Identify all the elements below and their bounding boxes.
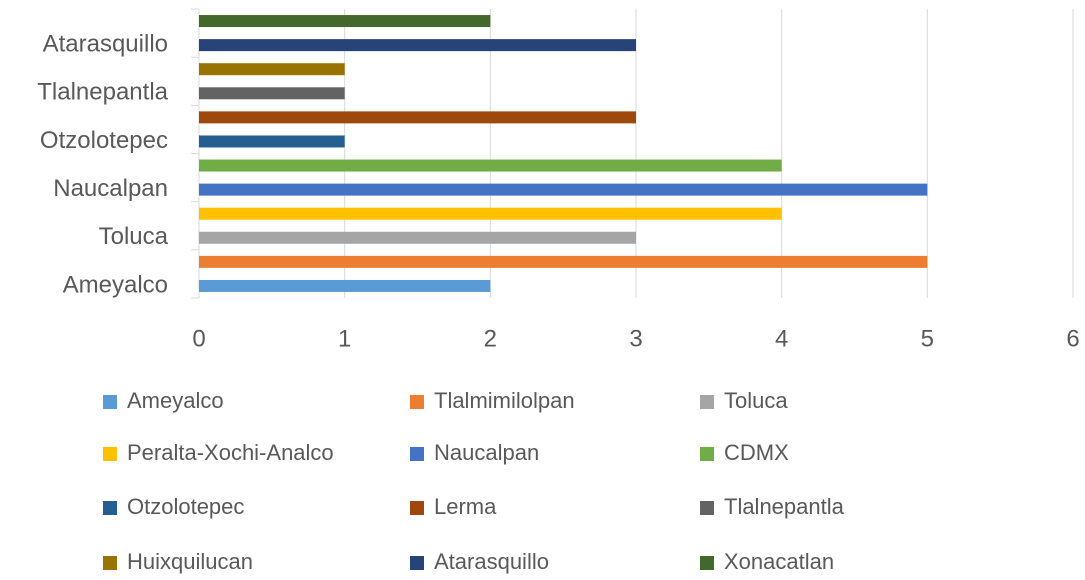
legend-label: Ameyalco [127, 388, 224, 413]
bar [199, 111, 636, 124]
bar [199, 87, 345, 100]
y-tick-label: Toluca [99, 223, 169, 250]
legend-swatch [410, 395, 424, 409]
bar [199, 15, 491, 28]
bar [199, 231, 636, 244]
legend-swatch [700, 501, 714, 515]
y-tick-label: Ameyalco [63, 271, 168, 298]
legend-label: Peralta-Xochi-Analco [127, 440, 334, 465]
legend-label: Atarasquillo [434, 549, 549, 574]
legend-swatch [103, 447, 117, 461]
y-tick-label: Atarasquillo [43, 30, 168, 57]
legend-label: Toluca [724, 388, 788, 413]
legend-label: Xonacatlan [724, 549, 834, 574]
legend-label: Naucalpan [434, 440, 539, 465]
x-tick-label: 6 [1066, 325, 1079, 352]
x-tick-label: 5 [921, 325, 934, 352]
legend-swatch [410, 501, 424, 515]
legend-swatch [700, 395, 714, 409]
legend-swatch [103, 501, 117, 515]
legend-label: CDMX [724, 440, 789, 465]
legend-swatch [410, 447, 424, 461]
x-tick-label: 4 [775, 325, 788, 352]
bar [199, 207, 782, 220]
legend-label: Otzolotepec [127, 494, 244, 519]
legend-label: Tlalmimilolpan [434, 388, 575, 413]
legend-label: Huixquilucan [127, 549, 253, 574]
bar [199, 63, 345, 76]
bar [199, 183, 928, 196]
legend-swatch [410, 556, 424, 570]
legend-swatch [103, 556, 117, 570]
bar [199, 255, 928, 268]
bar [199, 135, 345, 148]
bar [199, 159, 782, 172]
y-tick-label: Otzolotepec [40, 127, 168, 154]
legend-label: Tlalnepantla [724, 494, 845, 519]
y-tick-label: Tlalnepantla [37, 79, 168, 106]
x-tick-label: 1 [338, 325, 351, 352]
x-tick-label: 0 [192, 325, 205, 352]
bar [199, 279, 491, 292]
legend-swatch [700, 447, 714, 461]
x-tick-label: 2 [484, 325, 497, 352]
y-tick-label: Naucalpan [53, 175, 168, 202]
legend-label: Lerma [434, 494, 497, 519]
bar [199, 39, 636, 52]
legend-swatch [700, 556, 714, 570]
x-tick-label: 3 [629, 325, 642, 352]
legend-swatch [103, 395, 117, 409]
